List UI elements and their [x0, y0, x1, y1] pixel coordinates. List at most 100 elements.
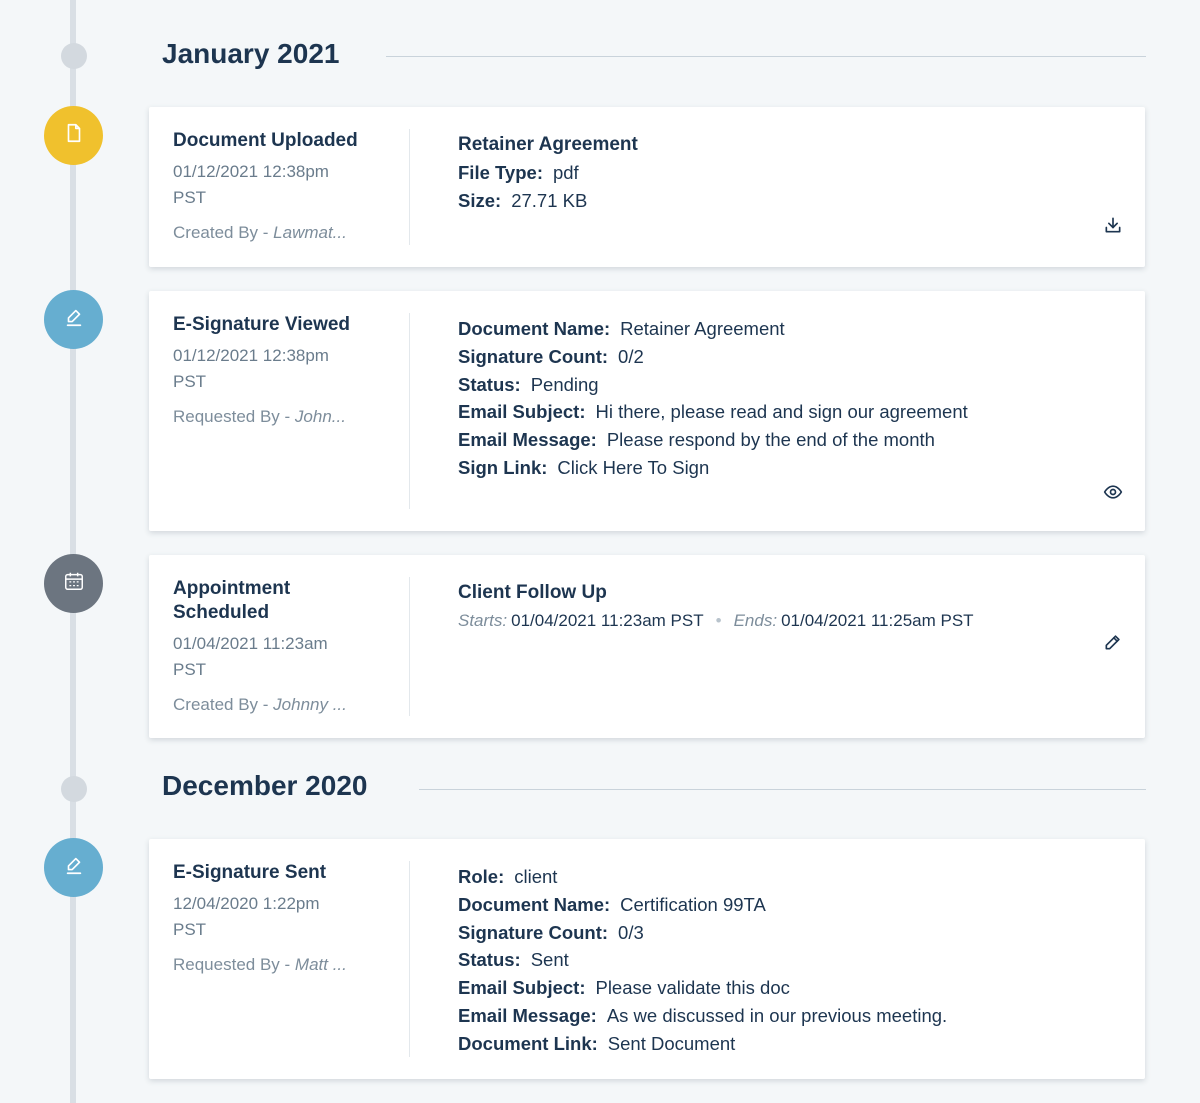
month-marker	[61, 776, 87, 802]
event-details: Retainer Agreement File Type: pdf Size: 27…	[458, 131, 1085, 215]
detail-value: Pending	[530, 373, 599, 395]
detail-row: Size: 27.71 KB	[458, 187, 1085, 215]
file-icon	[63, 122, 85, 149]
detail-label: Email Subject:	[458, 977, 586, 999]
eye-icon[interactable]	[1103, 482, 1123, 502]
month-header: January 2021	[162, 38, 340, 69]
author-name: John...	[294, 407, 346, 426]
card-divider	[409, 129, 410, 245]
detail-label: Email Message:	[458, 429, 597, 451]
event-summary: E-Signature Viewed 01/12/2021 12:38pm PS…	[173, 313, 383, 427]
detail-value: 27.71 KB	[511, 189, 588, 211]
detail-value: Please validate this doc	[595, 977, 790, 999]
event-timestamp: 01/04/2021 11:23am PST	[173, 631, 383, 683]
pen-icon	[63, 306, 85, 333]
detail-label: Sign Link:	[458, 456, 548, 478]
detail-value: Retainer Agreement	[620, 318, 785, 339]
event-date: 01/04/2021 11:23am	[173, 634, 328, 653]
event-timestamp: 01/12/2021 12:38pm PST	[173, 343, 383, 395]
author-label: Requested By -	[173, 955, 295, 974]
event-timezone: PST	[173, 920, 207, 939]
event-timezone: PST	[173, 372, 207, 391]
detail-value: Please respond by the end of the month	[606, 429, 935, 451]
event-summary: Appointment Scheduled 01/04/2021 11:23am…	[173, 577, 383, 715]
author-name: Lawmat...	[273, 223, 347, 242]
detail-value: 0/2	[618, 345, 644, 367]
detail-label: Size:	[458, 189, 502, 211]
detail-row: File Type: pdf	[458, 159, 1085, 187]
detail-value: Certification 99TA	[620, 893, 766, 915]
detail-label: Document Link:	[458, 1032, 598, 1054]
author-name: Matt ...	[294, 955, 347, 974]
document-link[interactable]: Sent Document	[607, 1032, 736, 1054]
appointment-title: Client Follow Up	[458, 582, 607, 603]
detail-row: Status: Pending	[458, 371, 1085, 399]
card-divider	[409, 313, 410, 509]
detail-row: Status: Sent	[458, 946, 1085, 974]
month-divider	[386, 56, 1146, 57]
appointment-marker	[44, 554, 103, 613]
detail-value: Hi there, please read and sign our agree…	[595, 401, 968, 423]
event-card: E-Signature Viewed 01/12/2021 12:38pm PS…	[149, 291, 1145, 531]
author-label: Created By -	[173, 695, 274, 714]
event-timezone: PST	[173, 188, 207, 207]
event-card: Appointment Scheduled 01/04/2021 11:23am…	[149, 555, 1145, 738]
event-summary: Document Uploaded 01/12/2021 12:38pm PST…	[173, 129, 383, 243]
detail-label: Role:	[458, 866, 505, 887]
event-timestamp: 12/04/2020 1:22pm PST	[173, 891, 383, 943]
starts-value: 01/04/2021 11:23am PST	[511, 611, 704, 630]
event-details: Client Follow Up Starts: 01/04/2021 11:23…	[458, 579, 1085, 635]
event-details: Role: client Document Name: Certification …	[458, 863, 1085, 1058]
author-label: Requested By -	[173, 407, 295, 426]
esignature-sent-marker	[44, 838, 103, 897]
detail-label: Status:	[458, 949, 521, 971]
pen-icon	[63, 854, 85, 881]
calendar-icon	[63, 570, 85, 597]
detail-row: Email Message: As we discussed in our pre…	[458, 1002, 1085, 1030]
detail-row: Email Subject: Please validate this doc	[458, 974, 1085, 1002]
card-divider	[409, 577, 410, 716]
event-author: Created By - Johnny ...	[173, 695, 383, 715]
ends-value: 01/04/2021 11:25am PST	[781, 611, 974, 630]
author-label: Created By -	[173, 223, 274, 242]
detail-value: As we discussed in our previous meeting.	[606, 1004, 948, 1026]
detail-label: File Type:	[458, 162, 543, 183]
detail-row: Sign Link: Click Here To Sign	[458, 454, 1085, 482]
event-date: 01/12/2021 12:38pm	[173, 346, 329, 365]
starts-label: Starts:	[458, 611, 508, 630]
detail-value: client	[514, 866, 558, 887]
event-author: Requested By - John...	[173, 407, 383, 427]
detail-row: Role: client	[458, 863, 1085, 891]
detail-row: Email Message: Please respond by the end …	[458, 426, 1085, 454]
month-header: December 2020	[162, 770, 368, 801]
event-author: Created By - Lawmat...	[173, 223, 383, 243]
separator-dot: •	[715, 611, 722, 630]
download-icon[interactable]	[1103, 215, 1123, 235]
detail-label: Email Subject:	[458, 401, 586, 423]
document-title: Retainer Agreement	[458, 134, 638, 155]
event-timestamp: 01/12/2021 12:38pm PST	[173, 159, 383, 211]
detail-row: Document Name: Retainer Agreement	[458, 315, 1085, 343]
detail-row: Signature Count: 0/3	[458, 919, 1085, 947]
detail-row: Signature Count: 0/2	[458, 343, 1085, 371]
event-timezone: PST	[173, 660, 207, 679]
detail-label: Document Name:	[458, 318, 611, 339]
author-name: Johnny ...	[273, 695, 347, 714]
detail-value: 0/3	[618, 921, 644, 943]
detail-label: Document Name:	[458, 893, 611, 915]
sign-link[interactable]: Click Here To Sign	[557, 456, 710, 478]
event-title: E-Signature Sent	[173, 862, 327, 883]
detail-label: Status:	[458, 373, 521, 395]
month-divider	[419, 789, 1146, 790]
detail-label: Signature Count:	[458, 921, 609, 943]
event-card: E-Signature Sent 12/04/2020 1:22pm PST R…	[149, 839, 1145, 1079]
pencil-icon[interactable]	[1103, 632, 1123, 652]
document-uploaded-marker	[44, 106, 103, 165]
event-title: Document Uploaded	[173, 130, 358, 151]
appointment-times: Starts: 01/04/2021 11:23am PST • Ends: 01/04…	[458, 607, 1085, 635]
event-title: Appointment Scheduled	[173, 578, 291, 623]
detail-value: Sent	[530, 949, 569, 971]
event-details: Document Name: Retainer Agreement Signatu…	[458, 315, 1085, 482]
event-date: 01/12/2021 12:38pm	[173, 162, 329, 181]
detail-row: Document Link: Sent Document	[458, 1030, 1085, 1058]
